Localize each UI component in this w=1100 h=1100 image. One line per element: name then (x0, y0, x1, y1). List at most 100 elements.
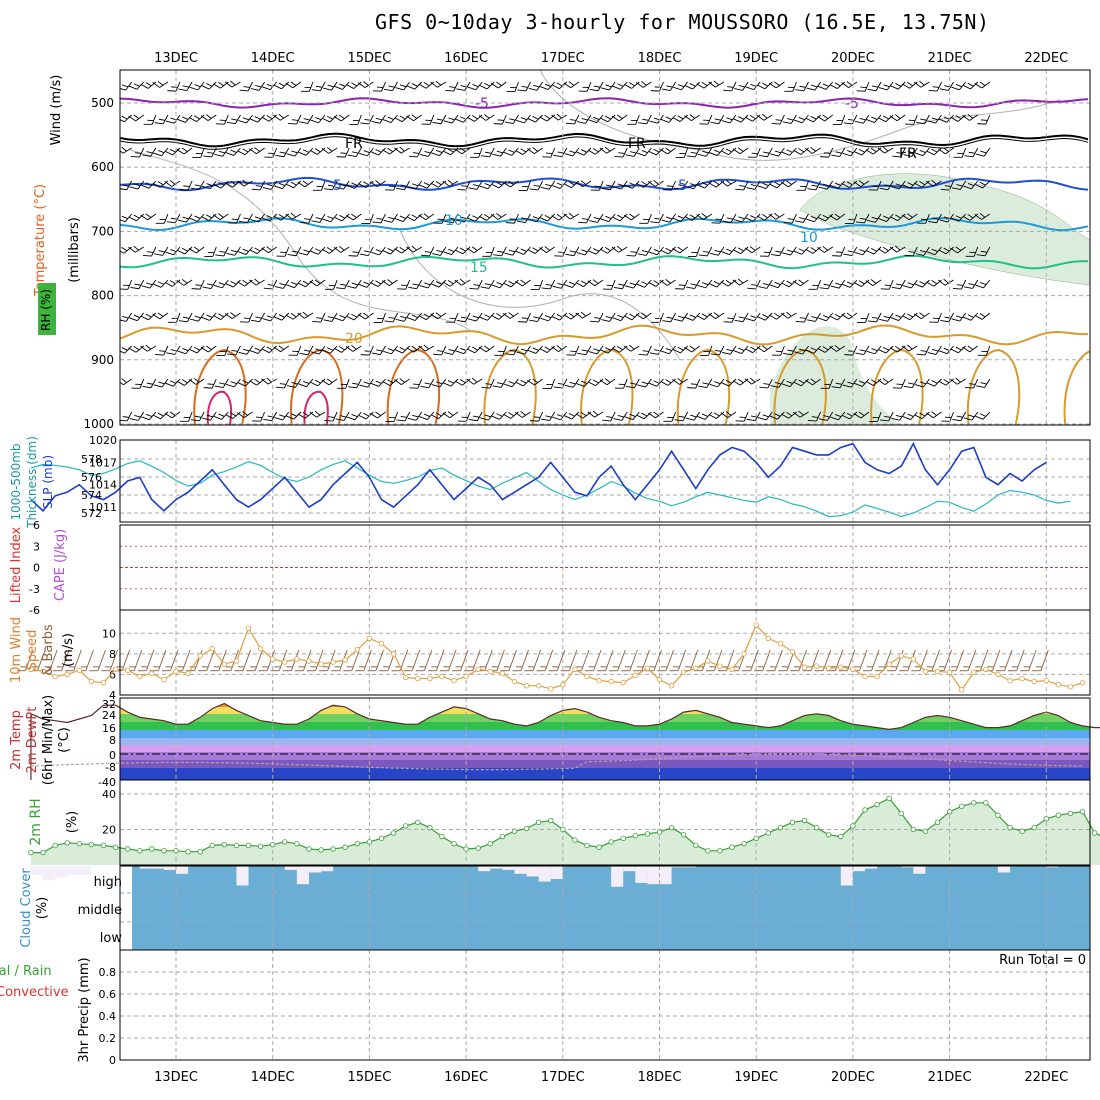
wind-barb (914, 147, 930, 157)
wind-barb (273, 81, 290, 90)
wind-barb (504, 114, 519, 125)
high-cloud-gap (308, 866, 322, 873)
wind-barb (467, 81, 483, 91)
wind-barb (575, 311, 592, 319)
wind-barb (796, 180, 809, 191)
wind-barb (723, 81, 737, 92)
surface-wind-barb (597, 649, 614, 672)
upper-air-frame (119, 69, 1091, 426)
wind-barb (418, 180, 435, 189)
wind-barb (925, 179, 942, 187)
wind-barb (20, 143, 35, 158)
wind-barb (962, 81, 979, 90)
wind-barb (479, 180, 495, 190)
precip-tick-label: 0.6 (99, 988, 117, 1001)
wind-barb (975, 147, 991, 157)
wind-barb (104, 142, 119, 156)
wind-speed-series-point (572, 666, 578, 672)
rh-series-point (499, 833, 506, 840)
wind-barb (382, 279, 398, 286)
wind-barb (551, 113, 568, 121)
wind-barb (578, 213, 592, 224)
warm-lobe (966, 348, 1021, 425)
wind-barb (407, 411, 423, 421)
temperature-label: Temperature (°C) (33, 184, 48, 297)
stability-tick-label: -3 (29, 583, 40, 596)
surface-wind-barb (1032, 649, 1049, 672)
wind-barb (394, 213, 411, 222)
surface-wind-barb (536, 649, 554, 672)
wind-barb (213, 312, 229, 320)
temp-band (120, 745, 1090, 752)
chart-title: GFS 0~10day 3-hourly for MOUSSORO (16.5E… (375, 10, 990, 34)
wind-speed-series-point (910, 656, 917, 662)
wind-barb (324, 411, 338, 422)
wind-barb (793, 147, 809, 155)
wind-barb (152, 180, 169, 188)
wind-barb (335, 411, 350, 421)
wind-speed-series-point (813, 663, 820, 669)
wind-barb (373, 312, 386, 323)
wind-barb (406, 114, 423, 122)
wind-barb (466, 114, 483, 122)
wind-barb (203, 147, 217, 158)
wind-barb (263, 411, 278, 422)
wind-barb (648, 378, 664, 387)
wind-barb (409, 378, 423, 389)
wind-barb (323, 312, 338, 322)
stability-tick-label: 3 (33, 540, 40, 553)
wind-barb (92, 306, 107, 320)
wind-barb (614, 378, 628, 389)
wind-barb (285, 411, 302, 420)
surface-wind-barb (367, 649, 384, 672)
rh-series-point (124, 846, 131, 852)
rh2m-label: 2m RH (28, 798, 44, 845)
wind-barb (370, 378, 386, 387)
wind-barb (106, 210, 120, 225)
high-cloud-gap (139, 866, 152, 869)
rh-series-point (1079, 808, 1086, 815)
wind-barb (554, 246, 568, 257)
wind-barb (129, 180, 145, 190)
wind-barb (926, 147, 942, 156)
wind-barb (587, 410, 604, 418)
wind-barb (322, 114, 338, 123)
wind-barb (866, 246, 882, 255)
wind-barb (20, 406, 35, 420)
wind-barb (867, 213, 882, 223)
wind-barb (213, 279, 229, 289)
wind-barb (793, 279, 809, 287)
rh-series-point (958, 803, 965, 810)
wind-barb (347, 279, 362, 289)
contour-label: -5 (845, 96, 859, 112)
isotherm-freezing (120, 132, 1089, 148)
wind-label: Wind (m/s) (49, 75, 64, 146)
wind-barb (445, 312, 459, 323)
wind-barb (782, 246, 797, 256)
wind-barb (237, 246, 253, 255)
wind-barb (177, 345, 193, 355)
wind-barb (708, 80, 725, 88)
wind-barb (188, 377, 205, 385)
wind-barb (794, 213, 809, 223)
temp-tick-label: 32 (102, 698, 116, 711)
warm-lobe (483, 348, 537, 425)
temp-tick-label: 0 (109, 749, 116, 762)
wind-barb (481, 147, 495, 158)
pressure-tick-label: 900 (91, 353, 114, 367)
wind-barb (480, 411, 495, 421)
wind-barb (238, 114, 253, 124)
rh-series-point (850, 823, 856, 829)
wind-barb (914, 411, 930, 420)
wind-barb (770, 147, 785, 157)
wind-barb (130, 147, 145, 158)
wind-barb (926, 378, 942, 387)
wind-barb (638, 114, 652, 125)
wind-speed-series-point (463, 673, 469, 680)
temp-tick-label: 16 (102, 722, 116, 735)
dewpoint-series (30, 753, 1083, 771)
wind-barb (454, 278, 471, 286)
wind-barb (964, 147, 979, 158)
wind10m-label-4: (m/s) (61, 633, 76, 667)
wind-barb (482, 246, 495, 257)
